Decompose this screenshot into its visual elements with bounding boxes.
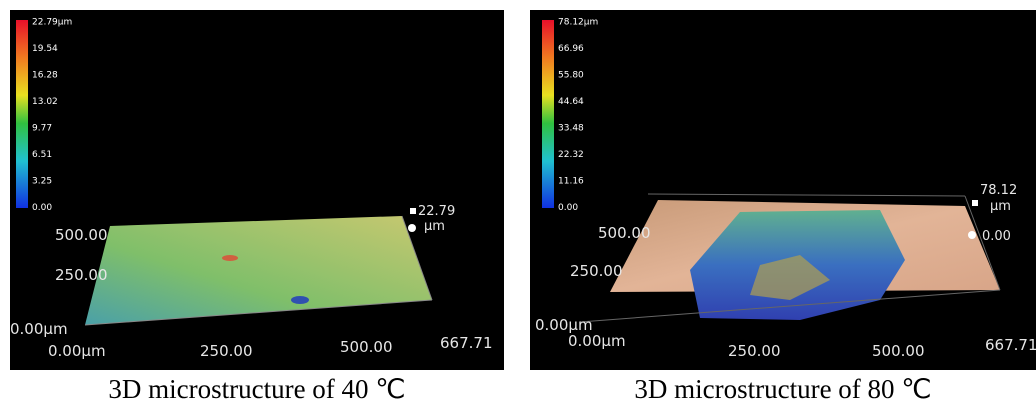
x-axis-label: 0.00µm [568, 332, 626, 350]
x-axis-label: 500.00 [340, 338, 393, 356]
colorbar-label: 22.79µm [32, 18, 72, 28]
colorbar [542, 20, 554, 208]
colorbar-label: 44.64 [558, 97, 584, 107]
y-axis-label: 250.00 [570, 262, 623, 280]
colorbar-label: 66.96 [558, 44, 584, 54]
panel-background [10, 10, 504, 370]
colorbar-label: 33.48 [558, 124, 584, 134]
caption: 3D microstructure of 40 ℃ [108, 374, 405, 404]
z-max-label: 22.79 [418, 204, 455, 219]
x-axis-label: 250.00 [200, 342, 253, 360]
surface-feature [291, 296, 309, 304]
y-axis-label: 250.00 [55, 266, 108, 284]
z-marker [410, 208, 416, 214]
caption: 3D microstructure of 80 ℃ [634, 374, 931, 404]
x-axis-label: 0.00µm [48, 342, 106, 360]
figure: 22.79µm19.5416.2813.029.776.513.250.0050… [0, 0, 1036, 406]
z-max-label: 78.12 [980, 183, 1017, 198]
y-axis-label: 500.00 [598, 224, 651, 242]
colorbar-label: 55.80 [558, 71, 584, 81]
y-axis-label: 500.00 [55, 226, 108, 244]
colorbar-label: 0.00 [32, 203, 52, 213]
surface-feature [222, 255, 238, 261]
colorbar-label: 0.00 [558, 203, 578, 213]
z-min-marker [408, 224, 416, 232]
z-min-marker [968, 231, 976, 239]
colorbar-label: 16.28 [32, 71, 58, 81]
colorbar [16, 20, 28, 208]
x-axis-label: 250.00 [728, 342, 781, 360]
x-axis-label: 667.71 [440, 334, 493, 352]
colorbar-label: 13.02 [32, 97, 58, 107]
z-min-label: 0.00 [982, 229, 1011, 244]
y-axis-label: 0.00µm [10, 320, 68, 338]
colorbar-label: 22.32 [558, 150, 584, 160]
x-axis-label: 667.71 [985, 336, 1036, 354]
colorbar-label: 3.25 [32, 177, 52, 187]
colorbar-label: 19.54 [32, 44, 58, 54]
z-unit-label: µm [424, 219, 445, 234]
z-marker [972, 200, 978, 206]
z-unit-label: µm [990, 199, 1011, 214]
colorbar-label: 11.16 [558, 177, 584, 187]
x-axis-label: 500.00 [872, 342, 925, 360]
colorbar-label: 9.77 [32, 124, 52, 134]
colorbar-label: 78.12µm [558, 18, 598, 28]
colorbar-label: 6.51 [32, 150, 52, 160]
